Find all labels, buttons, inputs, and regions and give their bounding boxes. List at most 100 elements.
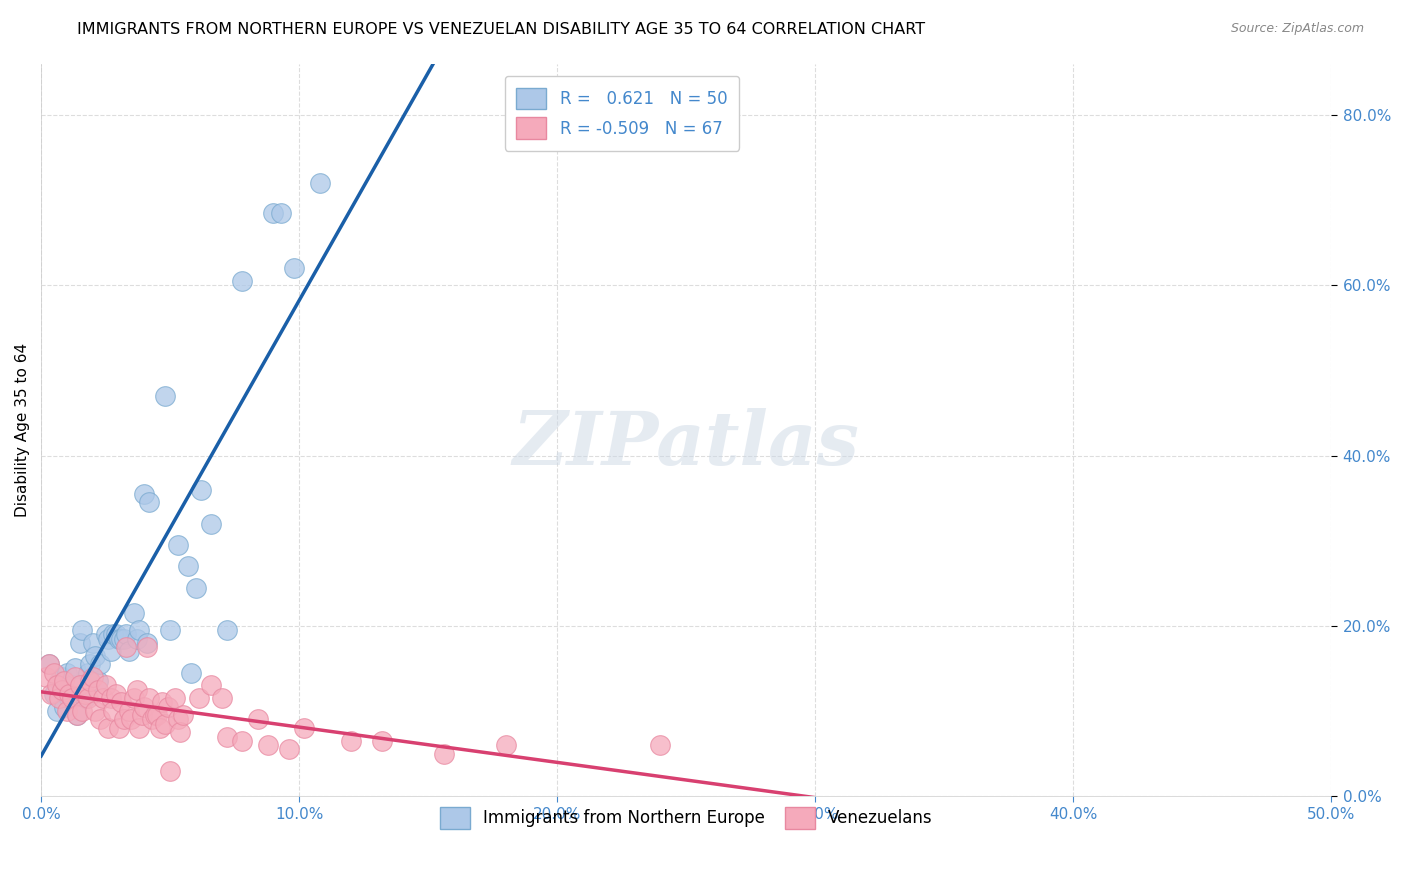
Point xyxy=(146,708,169,723)
Point xyxy=(156,699,179,714)
Point xyxy=(87,682,110,697)
Point xyxy=(69,636,91,650)
Point xyxy=(153,389,176,403)
Point xyxy=(190,483,212,497)
Point xyxy=(100,644,122,658)
Point xyxy=(84,648,107,663)
Point xyxy=(211,691,233,706)
Point xyxy=(138,495,160,509)
Text: Source: ZipAtlas.com: Source: ZipAtlas.com xyxy=(1230,22,1364,36)
Point xyxy=(91,691,114,706)
Point xyxy=(56,704,79,718)
Point xyxy=(110,696,132,710)
Point xyxy=(60,678,83,692)
Point xyxy=(200,516,222,531)
Point xyxy=(76,691,98,706)
Point xyxy=(73,691,96,706)
Point xyxy=(104,687,127,701)
Point xyxy=(165,691,187,706)
Point xyxy=(107,632,129,646)
Text: IMMIGRANTS FROM NORTHERN EUROPE VS VENEZUELAN DISABILITY AGE 35 TO 64 CORRELATIO: IMMIGRANTS FROM NORTHERN EUROPE VS VENEZ… xyxy=(77,22,925,37)
Point xyxy=(97,632,120,646)
Point xyxy=(103,627,125,641)
Point xyxy=(42,665,65,680)
Point xyxy=(48,674,70,689)
Point xyxy=(89,657,111,672)
Point xyxy=(215,730,238,744)
Point xyxy=(107,721,129,735)
Point xyxy=(131,708,153,723)
Point xyxy=(115,627,138,641)
Point xyxy=(103,704,125,718)
Point xyxy=(128,623,150,637)
Point xyxy=(112,713,135,727)
Point xyxy=(100,691,122,706)
Point xyxy=(38,657,60,672)
Point xyxy=(257,738,280,752)
Point xyxy=(63,661,86,675)
Point xyxy=(118,704,141,718)
Point xyxy=(42,687,65,701)
Point xyxy=(153,716,176,731)
Point xyxy=(125,682,148,697)
Point xyxy=(45,678,67,692)
Point xyxy=(187,691,209,706)
Legend: Immigrants from Northern Europe, Venezuelans: Immigrants from Northern Europe, Venezue… xyxy=(433,801,939,835)
Point xyxy=(149,721,172,735)
Point xyxy=(38,657,60,672)
Point xyxy=(167,538,190,552)
Point xyxy=(180,665,202,680)
Point xyxy=(104,627,127,641)
Point xyxy=(143,708,166,723)
Y-axis label: Disability Age 35 to 64: Disability Age 35 to 64 xyxy=(15,343,30,517)
Point xyxy=(97,721,120,735)
Point xyxy=(79,657,101,672)
Point xyxy=(135,636,157,650)
Point xyxy=(110,632,132,646)
Point xyxy=(292,721,315,735)
Point xyxy=(53,699,76,714)
Point xyxy=(35,670,58,684)
Point xyxy=(122,691,145,706)
Point xyxy=(73,687,96,701)
Point xyxy=(118,644,141,658)
Point xyxy=(87,674,110,689)
Point xyxy=(246,713,269,727)
Point xyxy=(58,687,80,701)
Point xyxy=(94,678,117,692)
Point xyxy=(60,691,83,706)
Point xyxy=(308,176,330,190)
Point xyxy=(231,733,253,747)
Point xyxy=(277,742,299,756)
Point xyxy=(112,632,135,646)
Point xyxy=(79,674,101,689)
Point xyxy=(339,733,361,747)
Point xyxy=(172,708,194,723)
Point xyxy=(177,559,200,574)
Point xyxy=(159,764,181,778)
Point xyxy=(76,665,98,680)
Point xyxy=(134,487,156,501)
Point xyxy=(125,632,148,646)
Point xyxy=(69,678,91,692)
Point xyxy=(72,704,94,718)
Point xyxy=(433,747,456,761)
Point xyxy=(84,704,107,718)
Point xyxy=(283,261,305,276)
Point xyxy=(58,691,80,706)
Point xyxy=(122,606,145,620)
Point xyxy=(262,206,284,220)
Point xyxy=(169,725,191,739)
Point xyxy=(495,738,517,752)
Point xyxy=(56,665,79,680)
Point xyxy=(120,713,142,727)
Point xyxy=(63,670,86,684)
Point xyxy=(66,708,89,723)
Point xyxy=(200,678,222,692)
Point xyxy=(51,670,73,684)
Point xyxy=(650,738,672,752)
Point xyxy=(134,699,156,714)
Point xyxy=(167,713,190,727)
Point xyxy=(45,704,67,718)
Point xyxy=(159,623,181,637)
